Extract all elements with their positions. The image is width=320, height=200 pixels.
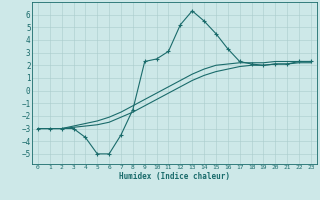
X-axis label: Humidex (Indice chaleur): Humidex (Indice chaleur): [119, 172, 230, 181]
